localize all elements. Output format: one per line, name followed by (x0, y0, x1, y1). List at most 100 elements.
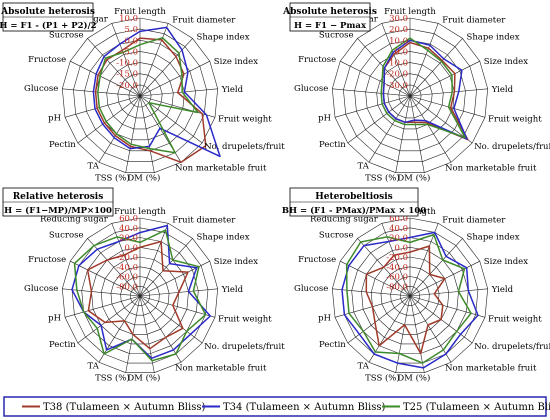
tick-label: 5.0 (124, 25, 138, 35)
axis-label: Glucose (294, 84, 328, 94)
axis-label: Non marketable fruit (175, 163, 267, 173)
grid-ring-1 (331, 17, 489, 173)
axis-label: Yield (221, 285, 244, 295)
axis-label: Non marketable fruit (175, 363, 267, 373)
axis-label: TSS (%) (365, 173, 400, 184)
spoke-13 (334, 95, 411, 118)
radar-panel-2: 30.020.010.00.0 -10.0-20.0-30.0 Fruit leng… (282, 2, 550, 184)
tick-label: 40.0 (119, 224, 138, 234)
axis-label: No. drupelets/fruit (204, 142, 285, 152)
panel-subtitle: H = F1 - (P1 + P2)/2 (0, 20, 97, 31)
axis-label: Fruit weight (218, 114, 272, 124)
tick-label: 10.0 (389, 36, 408, 46)
panel-title: Relative heterosis (13, 192, 104, 202)
axis-label: No. drupelets/fruit (204, 342, 285, 352)
radar-panel-3: 60.040.020.00.0-20.0-40.0-60.0-80.0 Fruit… (2, 187, 285, 384)
spoke-9 (409, 95, 425, 173)
axis-label: pH (318, 113, 331, 123)
axis-label: Pectin (319, 140, 346, 150)
grid-ring-3 (84, 39, 196, 152)
panel-subtitle: H = F1 − Pmax (294, 21, 367, 31)
axis-label: Fruit diameter (442, 215, 506, 225)
grid-ring-6 (110, 266, 170, 326)
series-line-2 (341, 231, 479, 369)
spoke-11 (98, 295, 141, 363)
radar-panel-1: 10.05.00.0-5.0 -10.0-15.0-20.0 Fruit lengt… (0, 2, 285, 184)
spoke-12 (77, 295, 141, 344)
axis-label: Fruit weight (488, 114, 542, 124)
spoke-17 (381, 223, 411, 297)
spoke-14 (332, 88, 411, 97)
axis-label: Fructose (28, 255, 66, 265)
axis-label: TSS (%) (365, 373, 400, 384)
series-line-1 (365, 245, 446, 355)
spoke-15 (340, 260, 411, 297)
spoke-6 (139, 295, 216, 318)
grid-ring-6 (387, 73, 433, 119)
axis-label: Shape index (467, 32, 520, 42)
tick-label: -10.0 (116, 59, 138, 69)
series-line-3 (73, 229, 207, 362)
grid-ring-8 (129, 285, 151, 306)
spoke-8 (139, 295, 182, 363)
series-line-1 (94, 37, 207, 164)
axis-label: pH (48, 313, 61, 323)
spoke-12 (77, 95, 141, 144)
spoke-14 (332, 288, 411, 297)
spoke-16 (357, 38, 411, 97)
axis-label: Reducing sugar (310, 214, 379, 224)
axis-label: Yield (491, 85, 514, 95)
spoke-12 (347, 95, 411, 144)
axis-label: Sucrose (49, 230, 84, 240)
axis-label: pH (48, 113, 61, 123)
spoke-4 (409, 60, 480, 97)
tick-label: 0.0 (124, 36, 138, 46)
axis-label: TA (358, 161, 370, 171)
spoke-2 (409, 23, 439, 97)
spoke-3 (139, 38, 193, 97)
legend-label-1: T38 (Tulameen × Autumn Bliss) (43, 402, 205, 413)
tick-label: 20.0 (389, 25, 408, 35)
panel-title: Heterobeltiosis (315, 192, 392, 202)
spoke-9 (409, 295, 425, 373)
tick-label: -10.0 (386, 59, 408, 69)
axis-label: No. drupelets/fruit (474, 142, 550, 152)
series-line-3 (380, 37, 466, 139)
spoke-11 (368, 95, 411, 163)
tick-label: -20.0 (116, 81, 138, 91)
axis-label: DM (%) (127, 173, 160, 184)
grid-ring-5 (376, 62, 444, 130)
tick-label: -80.0 (116, 282, 138, 292)
spoke-7 (139, 295, 203, 344)
legend: T38 (Tulameen × Autumn Bliss) T34 (Tulame… (3, 396, 550, 417)
tick-label: 40.0 (389, 224, 408, 234)
axis-label: Glucose (24, 84, 58, 94)
spoke-8 (409, 95, 452, 163)
grid-ring-2 (71, 227, 209, 364)
axis-label: Shape index (467, 232, 520, 242)
spoke-17 (381, 23, 411, 97)
spoke-5 (409, 88, 488, 97)
spoke-17 (111, 23, 141, 97)
grid-ring-4 (361, 246, 459, 345)
series-line-1 (86, 240, 189, 350)
axis-label: Fruit length (114, 207, 166, 217)
series-line-2 (92, 26, 221, 158)
axis-label: Fruit weight (488, 314, 542, 324)
spoke-3 (139, 238, 193, 297)
grid-ring-6 (117, 73, 163, 119)
grid-ring-5 (106, 62, 174, 130)
spoke-11 (98, 95, 141, 163)
spoke-5 (139, 88, 218, 97)
axis-label: Size index (484, 257, 528, 267)
grid-ring-5 (100, 256, 180, 335)
panel-title: Absolute heterosis (0, 7, 95, 17)
grid-ring-1 (61, 217, 219, 374)
tick-label: -20.0 (386, 253, 408, 263)
spoke-17 (111, 223, 141, 297)
grid-ring-1 (61, 17, 219, 173)
axis-label: Glucose (24, 284, 58, 294)
axis-label: Shape index (197, 32, 250, 42)
grid-ring-4 (365, 51, 455, 141)
